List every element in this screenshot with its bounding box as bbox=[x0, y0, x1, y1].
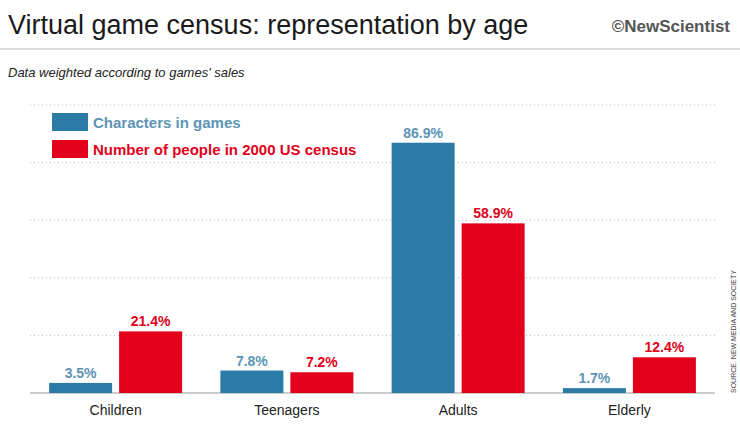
data-label: 21.4% bbox=[131, 313, 171, 329]
chart-svg: Virtual game census: representation by a… bbox=[0, 0, 740, 425]
grid bbox=[30, 105, 715, 393]
bar bbox=[119, 331, 182, 393]
chart-container: Virtual game census: representation by a… bbox=[0, 0, 740, 425]
grid-line bbox=[30, 220, 715, 221]
legend-swatch bbox=[52, 140, 88, 158]
legend-label: Characters in games bbox=[93, 114, 241, 131]
source: SOURCE: NEW MEDIA AND SOCIETY bbox=[730, 270, 737, 393]
category-label: Teenagers bbox=[254, 402, 319, 418]
header-rule bbox=[0, 49, 740, 50]
bar bbox=[49, 383, 112, 393]
brand: ©NewScientist bbox=[612, 17, 731, 36]
grid-line bbox=[30, 162, 715, 163]
bars bbox=[49, 143, 696, 393]
data-label: 12.4% bbox=[645, 339, 685, 355]
data-labels: 3.5% 21.4% 7.8% 7.2% 86.9% 58.9% 1.7% 12.4% bbox=[65, 125, 685, 386]
bar bbox=[462, 223, 525, 393]
grid-line bbox=[30, 105, 715, 106]
legend-swatch bbox=[52, 113, 88, 131]
bar bbox=[633, 357, 696, 393]
category-label: Elderly bbox=[608, 402, 651, 418]
bar bbox=[392, 143, 455, 393]
legend-label: Number of people in 2000 US census bbox=[93, 141, 356, 158]
data-label: 1.7% bbox=[578, 370, 610, 386]
subtitle: Data weighted according to games' sales bbox=[8, 65, 245, 80]
bar bbox=[290, 372, 353, 393]
data-label: 7.2% bbox=[306, 354, 338, 370]
title: Virtual game census: representation by a… bbox=[8, 10, 528, 40]
data-label: 86.9% bbox=[403, 125, 443, 141]
data-label: 3.5% bbox=[65, 365, 97, 381]
legend: Characters in games Number of people in 2… bbox=[52, 113, 356, 158]
data-label: 58.9% bbox=[473, 205, 513, 221]
grid-line bbox=[30, 277, 715, 278]
data-label: 7.8% bbox=[236, 353, 268, 369]
category-label: Adults bbox=[439, 402, 478, 418]
bar bbox=[563, 388, 626, 393]
category-label: Children bbox=[90, 402, 142, 418]
bar bbox=[220, 371, 283, 393]
